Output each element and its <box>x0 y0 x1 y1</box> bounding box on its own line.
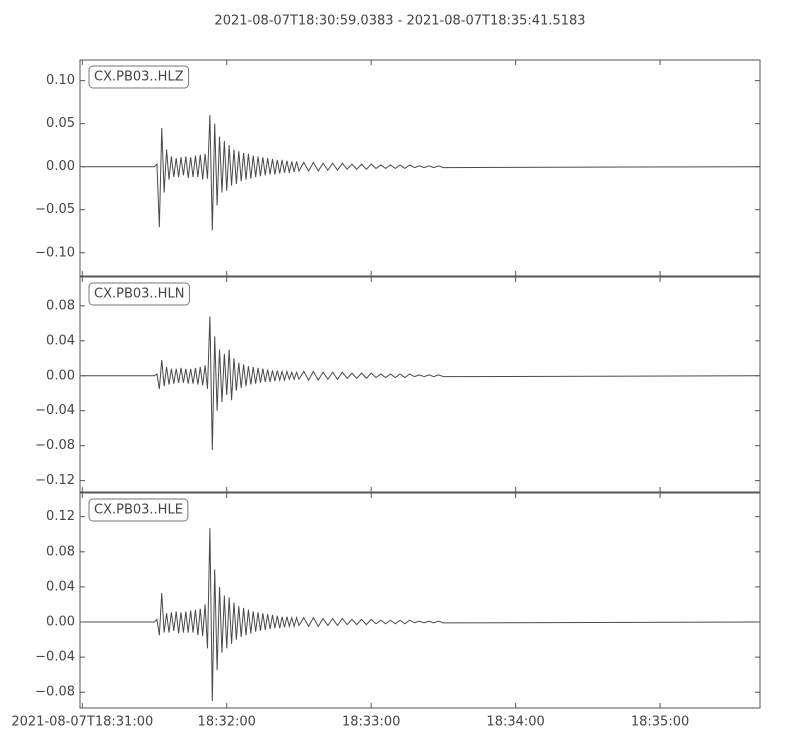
y-tick-label: 0.04 <box>46 579 75 594</box>
y-tick-label: −0.10 <box>35 245 75 260</box>
x-tick-label: 18:34:00 <box>486 715 544 730</box>
y-tick-label: −0.04 <box>35 650 75 665</box>
y-tick-label: −0.08 <box>35 438 75 453</box>
waveform <box>82 528 759 701</box>
y-tick-label: 0.04 <box>46 333 75 348</box>
axes-frame <box>79 492 761 709</box>
x-tick-label: 2021-08-07T18:31:00 <box>11 715 153 730</box>
trace-label-box <box>88 498 189 522</box>
axes-frame <box>79 59 761 277</box>
y-tick-label: −0.12 <box>35 473 75 488</box>
x-tick-label: 18:32:00 <box>198 715 256 730</box>
waveform <box>82 316 759 451</box>
y-tick-label: 0.10 <box>46 73 75 88</box>
figure-title: 2021-08-07T18:30:59.0383 - 2021-08-07T18… <box>214 14 585 29</box>
trace-label: CX.PB03..HLN <box>94 287 184 302</box>
y-tick-label: −0.08 <box>35 685 75 700</box>
y-tick-label: −0.04 <box>35 403 75 418</box>
x-tick-label: 18:35:00 <box>631 715 689 730</box>
y-tick-label: 0.00 <box>46 615 75 630</box>
y-tick-label: 0.08 <box>46 298 75 313</box>
trace-label: CX.PB03..HLE <box>94 503 183 518</box>
y-tick-label: 0.00 <box>46 159 75 174</box>
trace-label-box <box>88 282 190 306</box>
y-tick-label: 0.00 <box>46 368 75 383</box>
trace-label-box <box>88 65 190 89</box>
trace-label: CX.PB03..HLZ <box>94 70 184 85</box>
y-tick-label: −0.05 <box>35 202 75 217</box>
y-tick-label: 0.12 <box>46 509 75 524</box>
axes-frame <box>79 276 761 493</box>
x-tick-label: 18:33:00 <box>342 715 400 730</box>
y-tick-label: 0.08 <box>46 544 75 559</box>
waveform <box>82 115 759 231</box>
y-tick-label: 0.05 <box>46 116 75 131</box>
